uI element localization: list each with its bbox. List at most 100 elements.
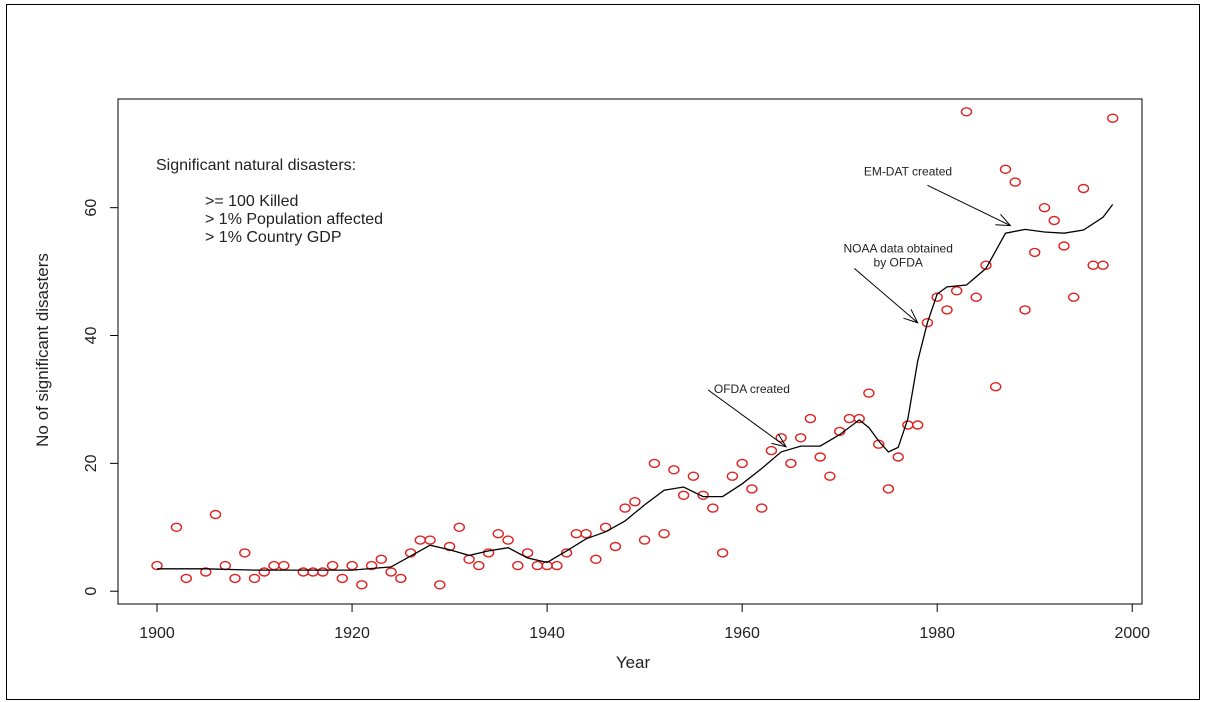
data-point — [492, 529, 504, 539]
data-point — [677, 490, 690, 500]
y-tick-label: 0 — [83, 587, 100, 596]
data-point — [453, 522, 465, 532]
annotation-label: by OFDA — [874, 255, 923, 269]
data-point — [580, 529, 592, 539]
data-point — [921, 318, 934, 328]
data-point — [1028, 247, 1041, 258]
data-point — [219, 560, 232, 571]
y-axis-title: No of significant disasters — [33, 253, 52, 447]
data-point — [375, 554, 387, 564]
data-point — [278, 560, 290, 571]
data-point — [843, 413, 856, 424]
data-point — [248, 573, 261, 584]
data-point — [1058, 241, 1070, 251]
data-point — [1106, 113, 1119, 123]
data-point — [814, 452, 826, 462]
data-point — [785, 458, 797, 469]
data-point — [687, 471, 700, 481]
data-point — [590, 554, 602, 564]
data-point — [629, 497, 641, 507]
data-point — [482, 548, 495, 558]
x-tick-label: 1920 — [334, 625, 370, 642]
data-point — [990, 382, 1002, 392]
data-point — [716, 548, 729, 558]
data-point — [434, 580, 446, 590]
data-point — [180, 573, 193, 584]
x-tick-label: 1940 — [529, 625, 565, 642]
data-point — [1038, 202, 1051, 213]
annotation-label: NOAA data obtained — [843, 241, 952, 255]
data-point — [531, 560, 544, 571]
annotation-arrow — [927, 184, 1011, 227]
legend-item: > 1% Country GDP — [205, 229, 342, 246]
data-point — [746, 484, 758, 494]
data-point — [638, 535, 651, 545]
data-point — [1097, 260, 1109, 270]
data-point — [1067, 292, 1080, 302]
data-point — [258, 567, 270, 577]
data-point — [619, 503, 631, 513]
data-point — [239, 548, 251, 558]
data-point — [912, 420, 924, 430]
data-point — [795, 433, 807, 443]
data-point — [726, 471, 739, 481]
data-point — [1077, 183, 1090, 194]
annotation-arrowhead — [995, 213, 1012, 227]
data-point — [853, 413, 865, 424]
data-point — [336, 573, 348, 584]
data-point — [1019, 305, 1031, 315]
plot-area — [117, 98, 1143, 605]
annotation-arrowhead — [771, 433, 788, 448]
data-point — [882, 484, 895, 494]
figure-frame — [6, 4, 1200, 700]
x-tick-label: 2000 — [1114, 625, 1150, 642]
y-axis: 0 20 40 60 — [83, 199, 119, 596]
x-axis-title: Year — [616, 653, 651, 672]
data-point — [648, 458, 661, 469]
data-point — [960, 107, 973, 117]
y-tick-label: 40 — [83, 327, 100, 345]
data-point — [365, 560, 378, 571]
x-tick-label: 1960 — [724, 625, 760, 642]
data-point — [756, 503, 768, 513]
data-point — [970, 292, 982, 302]
annotation-arrow — [707, 389, 787, 448]
data-point — [297, 567, 309, 577]
data-point — [200, 567, 212, 577]
data-point — [951, 286, 963, 296]
data-point — [1009, 177, 1021, 187]
data-point — [463, 554, 475, 564]
data-point — [209, 509, 222, 520]
data-point — [1048, 215, 1060, 226]
data-point — [346, 560, 358, 571]
data-point — [570, 529, 583, 539]
legend-item: >= 100 Killed — [205, 193, 298, 210]
data-point — [941, 305, 953, 315]
data-point — [424, 535, 436, 545]
annotation-arrowhead — [903, 309, 919, 324]
annotation-arrow — [853, 268, 919, 324]
data-point — [170, 522, 183, 532]
x-tick-label: 1900 — [139, 625, 175, 642]
data-point — [697, 490, 709, 500]
smooth-trend-line — [157, 204, 1114, 571]
y-tick-label: 20 — [83, 454, 100, 472]
annotation: OFDA created — [707, 382, 790, 448]
data-point — [326, 560, 339, 571]
annotation-label: OFDA created — [714, 382, 790, 396]
data-point — [473, 560, 485, 571]
data-point — [668, 465, 680, 475]
data-point — [395, 573, 407, 584]
data-point — [307, 567, 319, 577]
data-point — [804, 413, 817, 424]
data-point — [521, 548, 534, 558]
data-point — [268, 560, 280, 571]
data-point — [999, 164, 1012, 175]
legend: Significant natural disasters: >= 100 Ki… — [156, 157, 383, 246]
data-point — [229, 573, 241, 584]
x-tick-label: 1980 — [919, 625, 955, 642]
series-layer — [151, 107, 1119, 590]
data-point — [502, 535, 514, 545]
